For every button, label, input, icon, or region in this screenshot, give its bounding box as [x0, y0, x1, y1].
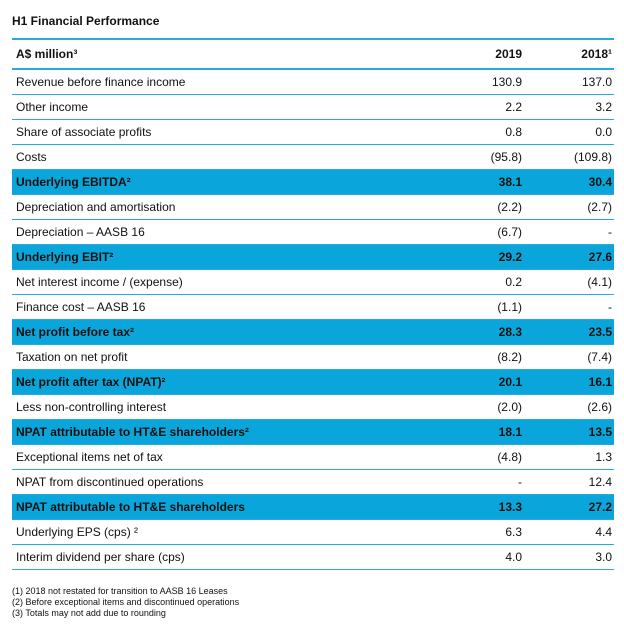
row-value-2018: 13.5: [588, 425, 612, 439]
row-value-2019: (6.7): [497, 225, 522, 239]
row-value-2019: -: [518, 475, 522, 489]
footnote-1: (1) 2018 not restated for transition to …: [12, 586, 228, 596]
row-value-2019: (1.1): [497, 300, 522, 314]
row-value-2018: 137.0: [581, 75, 612, 89]
table-row: Depreciation and amortisation (2.2) (2.7): [12, 195, 614, 220]
row-value-2018: 27.2: [588, 500, 612, 514]
row-value-2018: 30.4: [588, 175, 612, 189]
table-header-row: A$ million³ 2019 2018¹: [12, 38, 614, 70]
row-value-2018: 3.2: [595, 100, 612, 114]
row-label: NPAT attributable to HT&E shareholders: [16, 500, 245, 514]
table-row: Underlying EBITDA² 38.1 30.4: [12, 170, 614, 195]
row-label: Underlying EPS (cps) ²: [16, 525, 139, 539]
table-body: Revenue before finance income 130.9 137.0 O…: [12, 70, 614, 570]
row-label: Share of associate profits: [16, 125, 152, 139]
page-title: H1 Financial Performance: [12, 14, 160, 28]
table-row: Net profit before tax² 28.3 23.5: [12, 320, 614, 345]
row-label: Depreciation – AASB 16: [16, 225, 145, 239]
row-label: NPAT from discontinued operations: [16, 475, 204, 489]
table-row: Other income 2.2 3.2: [12, 95, 614, 120]
row-value-2019: 13.3: [498, 500, 522, 514]
header-label: A$ million³: [16, 47, 78, 61]
table-row: NPAT attributable to HT&E shareholders² 1…: [12, 420, 614, 445]
table-row: Exceptional items net of tax (4.8) 1.3: [12, 445, 614, 470]
table-row: Net profit after tax (NPAT)² 20.1 16.1: [12, 370, 614, 395]
table-row: NPAT attributable to HT&E shareholders 13…: [12, 495, 614, 520]
footnote-2: (2) Before exceptional items and discont…: [12, 597, 240, 607]
row-label: Interim dividend per share (cps): [16, 550, 185, 564]
header-col-2018: 2018¹: [581, 47, 612, 61]
row-value-2018: 4.4: [595, 525, 612, 539]
financial-table: A$ million³ 2019 2018¹ Revenue before fi…: [12, 38, 614, 570]
row-value-2019: 2.2: [505, 100, 522, 114]
row-value-2018: -: [608, 225, 612, 239]
table-row: Underlying EBIT² 29.2 27.6: [12, 245, 614, 270]
row-value-2019: 28.3: [498, 325, 522, 339]
row-value-2019: 4.0: [505, 550, 522, 564]
row-value-2018: (2.6): [587, 400, 612, 414]
row-value-2019: (4.8): [497, 450, 522, 464]
row-label: Less non-controlling interest: [16, 400, 167, 414]
header-col-2019: 2019: [495, 47, 522, 61]
table-row: Revenue before finance income 130.9 137.0: [12, 70, 614, 95]
row-value-2019: 130.9: [491, 75, 522, 89]
row-value-2019: 29.2: [498, 250, 522, 264]
row-label: NPAT attributable to HT&E shareholders²: [16, 425, 249, 439]
row-label: Net interest income / (expense): [16, 275, 183, 289]
row-value-2018: 3.0: [595, 550, 612, 564]
row-value-2018: 12.4: [588, 475, 612, 489]
row-value-2019: 0.8: [505, 125, 522, 139]
row-label: Exceptional items net of tax: [16, 450, 163, 464]
table-row: Share of associate profits 0.8 0.0: [12, 120, 614, 145]
table-row: Interim dividend per share (cps) 4.0 3.0: [12, 545, 614, 570]
row-value-2019: (8.2): [497, 350, 522, 364]
row-value-2018: (4.1): [587, 275, 612, 289]
table-row: NPAT from discontinued operations - 12.4: [12, 470, 614, 495]
footnote-3: (3) Totals may not add due to rounding: [12, 608, 166, 618]
row-value-2019: (95.8): [490, 150, 522, 164]
row-value-2019: 0.2: [505, 275, 522, 289]
table-row: Finance cost – AASB 16 (1.1) -: [12, 295, 614, 320]
footnotes: (1) 2018 not restated for transition to …: [12, 586, 239, 619]
table-row: Costs (95.8) (109.8): [12, 145, 614, 170]
row-label: Depreciation and amortisation: [16, 200, 176, 214]
table-row: Net interest income / (expense) 0.2 (4.1): [12, 270, 614, 295]
row-label: Revenue before finance income: [16, 75, 186, 89]
row-value-2018: -: [608, 300, 612, 314]
row-label: Finance cost – AASB 16: [16, 300, 146, 314]
table-row: Taxation on net profit (8.2) (7.4): [12, 345, 614, 370]
row-label: Underlying EBITDA²: [16, 175, 131, 189]
row-value-2019: 38.1: [498, 175, 522, 189]
row-value-2018: 23.5: [588, 325, 612, 339]
row-label: Underlying EBIT²: [16, 250, 114, 264]
row-value-2018: 16.1: [588, 375, 612, 389]
row-value-2018: (109.8): [573, 150, 612, 164]
table-row: Underlying EPS (cps) ² 6.3 4.4: [12, 520, 614, 545]
row-label: Taxation on net profit: [16, 350, 128, 364]
row-value-2018: (7.4): [587, 350, 612, 364]
row-value-2019: (2.0): [497, 400, 522, 414]
row-label: Other income: [16, 100, 89, 114]
row-value-2018: 0.0: [595, 125, 612, 139]
row-label: Costs: [16, 150, 47, 164]
row-value-2018: (2.7): [587, 200, 612, 214]
table-row: Depreciation – AASB 16 (6.7) -: [12, 220, 614, 245]
table-row: Less non-controlling interest (2.0) (2.6): [12, 395, 614, 420]
row-value-2019: 6.3: [505, 525, 522, 539]
row-value-2019: 20.1: [498, 375, 522, 389]
row-label: Net profit before tax²: [16, 325, 135, 339]
row-value-2018: 27.6: [588, 250, 612, 264]
row-value-2019: 18.1: [498, 425, 522, 439]
row-value-2018: 1.3: [595, 450, 612, 464]
row-label: Net profit after tax (NPAT)²: [16, 375, 166, 389]
row-value-2019: (2.2): [497, 200, 522, 214]
